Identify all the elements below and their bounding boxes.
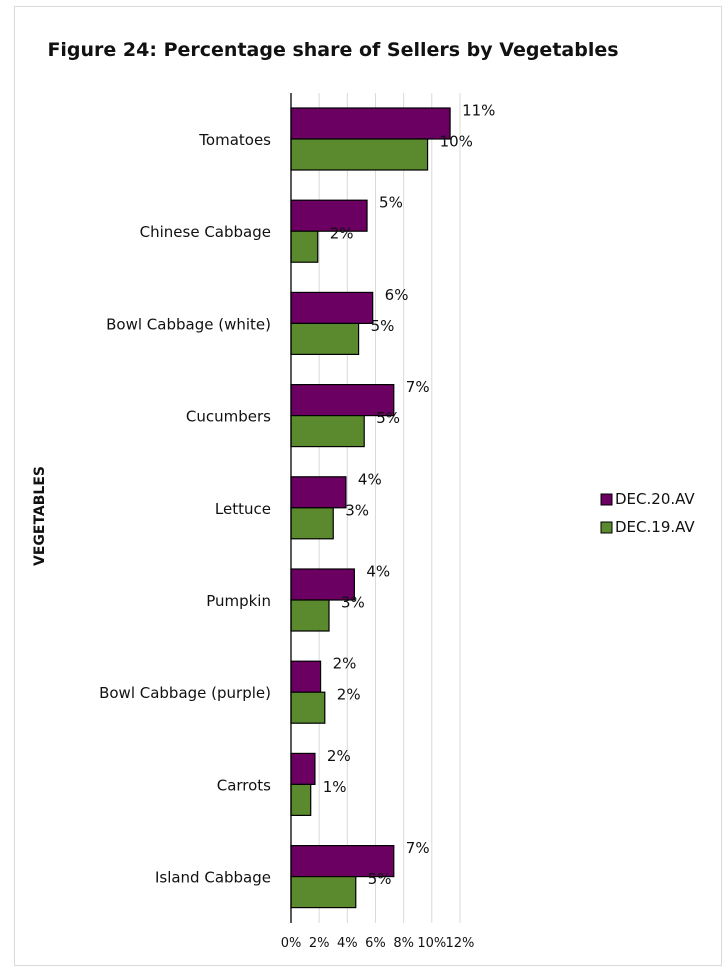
data-label: 1% <box>323 778 347 796</box>
bar <box>290 507 334 540</box>
bar <box>290 752 316 786</box>
data-label: 5% <box>376 409 400 427</box>
data-label: 5% <box>368 870 392 888</box>
bar <box>290 291 374 324</box>
category-label: Cucumbers <box>186 408 271 426</box>
data-label: 3% <box>345 501 369 519</box>
x-tick-label: 10% <box>417 936 446 951</box>
bar <box>290 138 429 171</box>
bar <box>290 599 330 632</box>
bar <box>290 691 326 724</box>
y-axis-title: VEGETABLES <box>32 466 48 566</box>
data-label: 4% <box>366 563 390 581</box>
bar <box>290 660 322 693</box>
category-label: Pumpkin <box>206 592 271 610</box>
category-label: Bowl Cabbage (purple) <box>99 684 271 702</box>
data-label: 2% <box>327 747 351 765</box>
x-tick-label: 8% <box>393 936 414 951</box>
data-labels-group: 11%10%5%2%6%5%7%5%4%3%4%3%2%2%2%1%7%5% <box>323 102 496 889</box>
data-label: 3% <box>341 594 365 612</box>
bar <box>290 783 312 817</box>
bar <box>290 568 355 601</box>
bar-chart: Figure 24: Percentage share of Sellers b… <box>32 39 695 951</box>
bar <box>290 476 347 509</box>
x-tick-label: 6% <box>365 936 386 951</box>
category-labels-group: Tomatoes Chinese Cabbage Bowl Cabbage (whi… <box>99 131 271 887</box>
data-label: 7% <box>406 839 430 857</box>
x-tick-labels-group: 0% 2% 4% 6% 8% 10% 12% <box>281 936 475 951</box>
data-label: 7% <box>406 378 430 396</box>
legend-swatch <box>600 493 613 506</box>
data-label: 2% <box>337 686 361 704</box>
x-tick-label: 12% <box>446 936 475 951</box>
data-label: 6% <box>385 286 409 304</box>
bars-group <box>290 107 451 909</box>
x-tick-label: 0% <box>281 936 302 951</box>
x-tick-label: 4% <box>337 936 358 951</box>
data-label: 4% <box>358 470 382 488</box>
bar <box>290 230 319 263</box>
data-label: 5% <box>371 317 395 335</box>
data-label: 2% <box>333 655 357 673</box>
category-label: Lettuce <box>215 500 271 518</box>
x-tick-label: 2% <box>309 936 330 951</box>
bar <box>290 107 451 140</box>
chart-title: Figure 24: Percentage share of Sellers b… <box>47 39 618 61</box>
legend-swatch <box>600 521 613 534</box>
category-label: Carrots <box>217 776 271 794</box>
data-label: 5% <box>379 194 403 212</box>
legend: DEC.20.AV DEC.19.AV <box>600 490 695 536</box>
chart-frame: Figure 24: Percentage share of Sellers b… <box>14 6 722 966</box>
data-label: 2% <box>330 225 354 243</box>
data-label: 11% <box>462 102 495 120</box>
bar <box>290 875 357 909</box>
category-label: Bowl Cabbage (white) <box>106 315 271 333</box>
category-label: Island Cabbage <box>155 869 271 887</box>
legend-label: DEC.20.AV <box>615 490 695 508</box>
bar <box>290 199 368 232</box>
bar <box>290 322 360 355</box>
category-label: Chinese Cabbage <box>140 223 271 241</box>
data-label: 10% <box>440 133 473 151</box>
category-label: Tomatoes <box>198 131 271 149</box>
bar <box>290 415 365 448</box>
legend-label: DEC.19.AV <box>615 518 695 536</box>
